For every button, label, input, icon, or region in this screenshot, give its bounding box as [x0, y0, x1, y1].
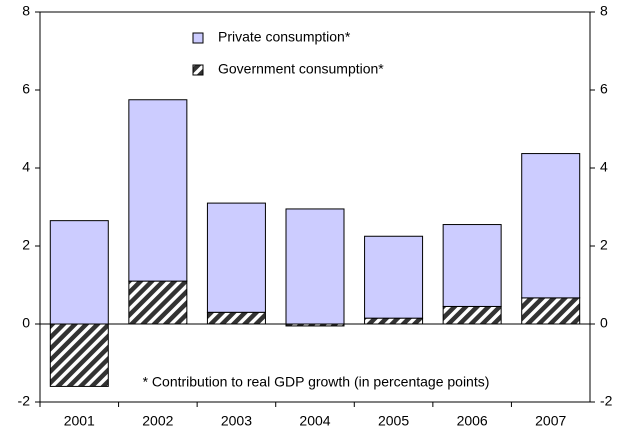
bar-segment — [128, 99, 188, 282]
annotation: * Contribution to real GDP growth (in pe… — [143, 374, 490, 390]
y-tick-label: 8 — [22, 3, 30, 19]
bar-segment — [521, 297, 581, 325]
bar-segment — [364, 235, 424, 319]
x-tick-label: 2006 — [457, 413, 488, 429]
bar-segment — [442, 224, 502, 307]
x-tick-label: 2005 — [378, 413, 409, 429]
legend-swatch — [192, 32, 204, 44]
plot-area — [39, 11, 591, 403]
bar-segment — [49, 323, 109, 387]
bar-segment — [521, 153, 581, 299]
y2-tick-label: 4 — [600, 159, 608, 175]
legend-label: Private consumption* — [218, 29, 351, 45]
y2-tick-label: 8 — [600, 3, 608, 19]
y2-tick-label: 0 — [600, 315, 608, 331]
y-tick-label: 4 — [22, 159, 30, 175]
x-tick-label: 2007 — [535, 413, 566, 429]
x-tick-label: 2003 — [221, 413, 252, 429]
x-tick-label: 2001 — [64, 413, 95, 429]
y-tick-label: 6 — [22, 81, 30, 97]
y-tick-label: -2 — [18, 393, 31, 409]
bar-segment — [49, 220, 109, 325]
legend-label: Government consumption* — [218, 61, 384, 77]
bar-segment — [364, 317, 424, 325]
y-tick-label: 2 — [22, 237, 30, 253]
bar-segment — [285, 208, 345, 325]
y2-tick-label: 6 — [600, 81, 608, 97]
y2-tick-label: -2 — [600, 393, 613, 409]
bar-segment — [206, 202, 266, 313]
y2-tick-label: 2 — [600, 237, 608, 253]
x-tick-label: 2004 — [299, 413, 330, 429]
bar-segment — [442, 305, 502, 325]
bar-segment — [206, 311, 266, 325]
bar-segment — [128, 280, 188, 325]
legend-swatch — [192, 64, 204, 76]
y-tick-label: 0 — [22, 315, 30, 331]
x-tick-label: 2002 — [142, 413, 173, 429]
